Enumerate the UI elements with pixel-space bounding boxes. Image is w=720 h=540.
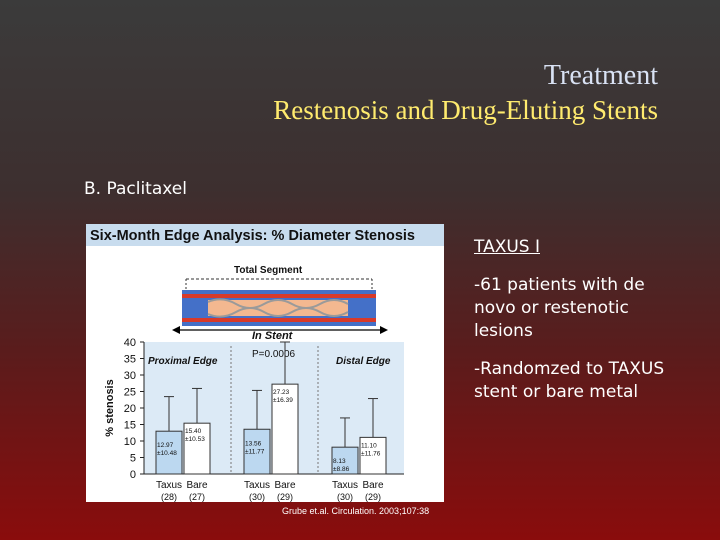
chart-figure: Six-Month Edge Analysis: % Diameter Sten…: [86, 224, 444, 502]
y-tick-label: 25: [124, 387, 136, 399]
x-n-label: (28): [161, 492, 177, 502]
x-category-label: Taxus: [156, 480, 182, 491]
randomized-text: -Randomzed to TAXUS stent or bare metal: [474, 359, 665, 402]
y-tick-label: 10: [124, 436, 136, 448]
bar-sd-label: ±11.77: [245, 448, 265, 455]
x-n-label: (29): [365, 492, 381, 502]
section-heading: B. Paclitaxel: [84, 179, 187, 199]
bars: 12.97±10.48Taxus(28)15.40±10.53Bare(27)1…: [155, 341, 387, 502]
x-n-label: (29): [277, 492, 293, 502]
bar-value-label: 13.56: [245, 440, 262, 447]
bar-sd-label: ±8.86: [333, 466, 350, 473]
p-value-label: P=0.0006: [252, 349, 296, 360]
x-category-label: Bare: [362, 480, 384, 491]
y-tick-label: 30: [124, 370, 136, 382]
vessel-graphic: [182, 290, 376, 326]
bar-value-label: 12.97: [157, 442, 174, 449]
bar-proximal-edge-bare: [183, 422, 211, 475]
x-category-label: Bare: [274, 480, 296, 491]
in-stent-label: In Stent: [252, 330, 294, 342]
total-segment-label: Total Segment: [234, 265, 303, 276]
patients-text: -61 patients with de novo or restenotic …: [474, 275, 645, 341]
proximal-edge-label: Proximal Edge: [148, 356, 218, 367]
y-axis-label: % stenosis: [104, 379, 116, 436]
chart-svg: Six-Month Edge Analysis: % Diameter Sten…: [86, 224, 444, 502]
slide-title: Treatment: [543, 60, 658, 91]
bar-sd-label: ±11.76: [361, 450, 381, 457]
x-category-label: Taxus: [332, 480, 358, 491]
chart-title: Six-Month Edge Analysis: % Diameter Sten…: [90, 228, 415, 244]
bar-sd-label: ±10.53: [185, 436, 205, 443]
y-tick-label: 0: [130, 469, 136, 481]
bar-value-label: 27.23: [273, 389, 290, 396]
bar-in-stent-taxus: [243, 428, 271, 475]
y-tick-label: 20: [124, 403, 136, 415]
x-n-label: (30): [249, 492, 265, 502]
y-tick-label: 5: [130, 453, 136, 465]
y-ticks: 0 5 10 15 20 25 30 35 40: [124, 337, 144, 481]
bar-proximal-edge-taxus: [155, 430, 183, 475]
bar-sd-label: ±16.39: [273, 397, 293, 404]
bar-value-label: 15.40: [185, 428, 202, 435]
in-stent-arrow-right-head: [380, 326, 388, 334]
taxus-heading: TAXUS I: [474, 237, 540, 257]
slide-subtitle: Restenosis and Drug-Eluting Stents: [273, 95, 658, 125]
y-tick-label: 15: [124, 420, 136, 432]
x-n-label: (27): [189, 492, 205, 502]
bar-sd-label: ±10.48: [157, 450, 177, 457]
x-category-label: Bare: [186, 480, 208, 491]
chart-title-bg: [86, 224, 444, 246]
x-category-label: Taxus: [244, 480, 270, 491]
distal-edge-label: Distal Edge: [336, 356, 391, 367]
y-tick-label: 40: [124, 337, 136, 349]
bar-distal-edge-taxus: [331, 446, 359, 475]
x-n-label: (30): [337, 492, 353, 502]
bar-value-label: 8.13: [333, 458, 346, 465]
citation: Grube et.al. Circulation. 2003;107:38: [282, 506, 430, 516]
y-tick-label: 35: [124, 354, 136, 366]
in-stent-arrow-left-head: [172, 326, 180, 334]
bar-value-label: 11.10: [361, 442, 377, 449]
